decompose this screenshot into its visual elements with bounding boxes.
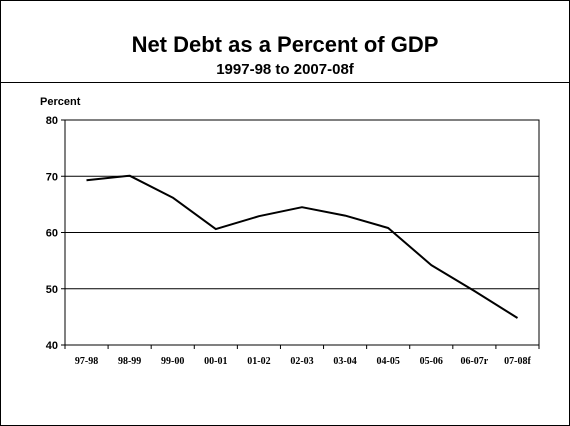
x-tick-label-07-08f: 07-08f [504,356,531,367]
x-tick-label-97-98: 97-98 [75,356,98,367]
x-tick-label-01-02: 01-02 [247,356,270,367]
title-box: Net Debt as a Percent of GDP 1997-98 to … [1,1,569,83]
y-tick-label-50: 50 [46,284,58,296]
axis-layer [61,119,540,349]
x-tick-label-98-99: 98-99 [118,356,141,367]
series-line-0 [86,174,519,319]
x-tick-label-06-07r: 06-07r [460,356,488,367]
x-tick-layer: 97-98 98-99 99-00 00-01 01-02 02-03 03-04 04-05… [75,356,532,367]
series-layer [86,174,519,319]
chart-subtitle: 1997-98 to 2007-08f [216,61,354,78]
y-tick-label-60: 60 [46,228,58,240]
x-tick-label-02-03: 02-03 [290,356,313,367]
x-tick-label-99-00: 99-00 [161,356,184,367]
x-tick-label-00-01: 00-01 [204,356,227,367]
chart-title: Net Debt as a Percent of GDP [131,32,439,57]
y-tick-label-70: 70 [46,171,58,183]
y-axis-label: Percent [40,96,81,108]
y-tick-label-40: 40 [46,340,58,352]
y-tick-label-80: 80 [46,115,58,127]
grid-layer [65,175,539,290]
x-tick-label-03-04: 03-04 [333,356,356,367]
x-tick-label-05-06: 05-06 [420,356,443,367]
y-tick-layer: 40 50 60 70 80 [46,115,58,352]
x-tick-label-04-05: 04-05 [377,356,400,367]
